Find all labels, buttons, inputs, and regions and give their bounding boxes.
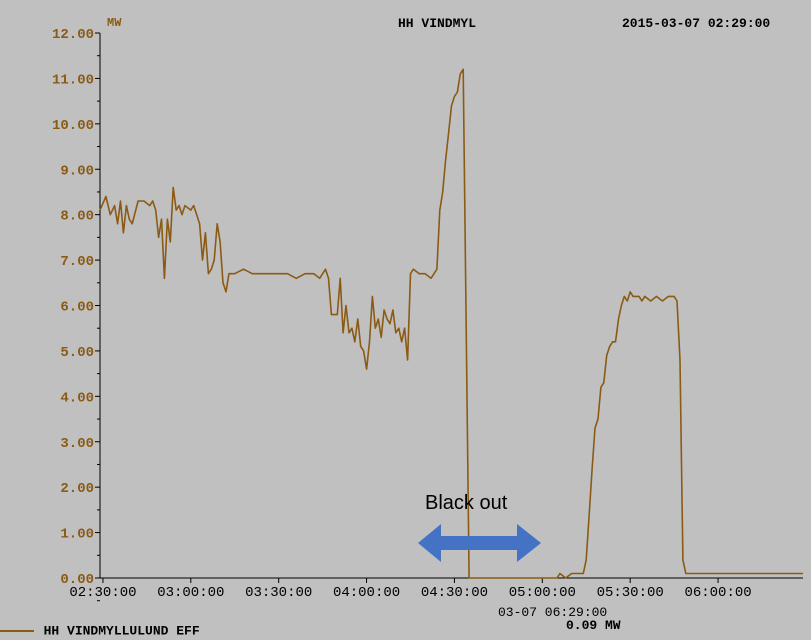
y-tick-label: 0.00 bbox=[60, 572, 94, 588]
series-line bbox=[99, 68, 803, 579]
x-tick-group: 02:30:00 03:00:00 03:30:00 04:00:00 04:30:00… bbox=[69, 578, 752, 601]
x-tick-label: 03:00:00 bbox=[157, 585, 224, 601]
y-tick-label: 6.00 bbox=[60, 300, 94, 316]
legend-label: HH VINDMYLLULUND EFF bbox=[43, 623, 200, 639]
y-tick-label: 8.00 bbox=[60, 209, 94, 225]
y-tick-label: 12.00 bbox=[52, 27, 94, 43]
y-tick-label: 11.00 bbox=[52, 72, 94, 88]
y-tick-label: 10.00 bbox=[52, 118, 94, 134]
x-tick-label: 05:30:00 bbox=[597, 585, 664, 601]
x-tick-label: 06:00:00 bbox=[684, 585, 751, 601]
chart-title: HH VINDMYL bbox=[398, 16, 477, 31]
blackout-label: Black out bbox=[425, 492, 508, 514]
header-datetime: 2015-03-07 02:29:00 bbox=[622, 16, 771, 31]
y-tick-label: 7.00 bbox=[60, 254, 94, 270]
x-tick-label: 04:00:00 bbox=[333, 585, 400, 601]
x-tick-label: 03:30:00 bbox=[245, 585, 312, 601]
legend-entry: HH VINDMYLLULUND EFF bbox=[0, 622, 200, 640]
y-unit-label: MW bbox=[107, 16, 122, 30]
cursor-value: 0.09 MW bbox=[566, 618, 621, 633]
y-tick-label: 9.00 bbox=[60, 163, 94, 179]
y-tick-label: 3.00 bbox=[60, 436, 94, 452]
cursor-time: 03-07 06:29:00 bbox=[498, 605, 608, 620]
y-tick-group: 0.00 1.00 2.00 3.00 4.00 5.00 6.00 7.00 8.00 9.00… bbox=[52, 27, 100, 602]
x-tick-label: 05:00:00 bbox=[509, 585, 576, 601]
blackout-arrow bbox=[418, 524, 541, 562]
annotation-group bbox=[418, 524, 541, 562]
y-tick-label: 1.00 bbox=[60, 527, 94, 543]
legend-swatch bbox=[0, 629, 34, 632]
x-tick-label: 04:30:00 bbox=[421, 585, 488, 601]
y-tick-label: 4.00 bbox=[60, 390, 94, 406]
series-group bbox=[99, 68, 803, 579]
x-tick-label: 02:30:00 bbox=[69, 585, 136, 601]
y-tick-label: 5.00 bbox=[60, 345, 94, 361]
y-tick-label: 2.00 bbox=[60, 481, 94, 497]
